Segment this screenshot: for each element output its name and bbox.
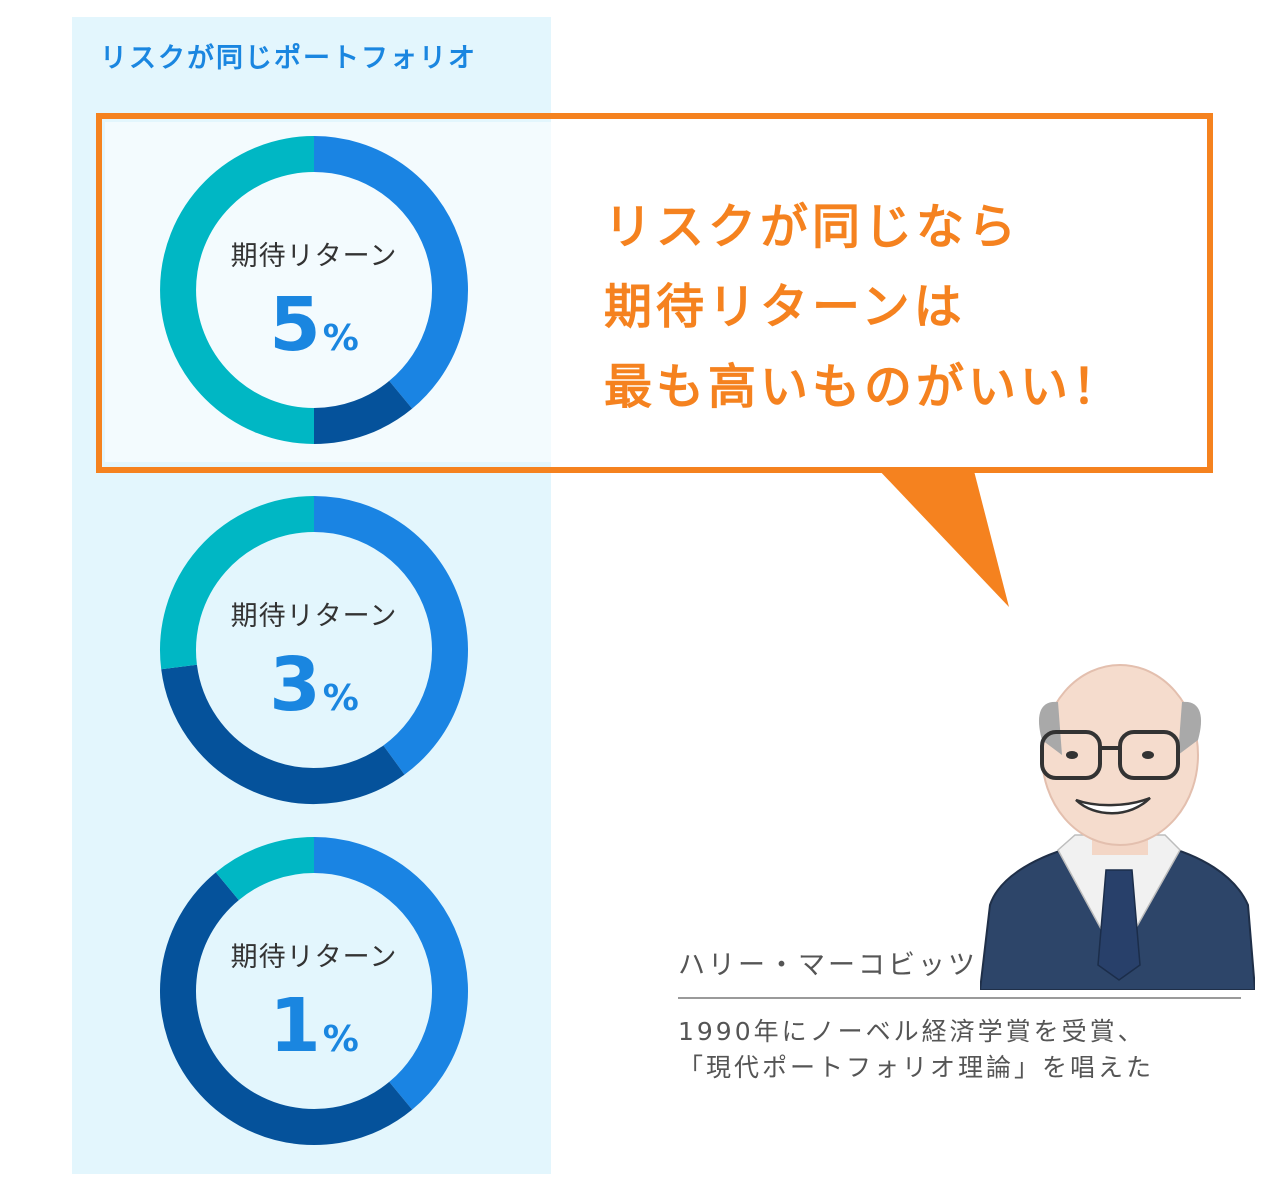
person-description: 1990年にノーベル経済学賞を受賞、 「現代ポートフォリオ理論」を唱えた: [678, 1014, 1154, 1086]
panel-title: リスクが同じポートフォリオ: [100, 43, 477, 74]
donut-label: 期待リターン: [230, 601, 398, 632]
hair-right: [1178, 701, 1202, 755]
person-name: ハリー・マーコビッツ: [678, 950, 978, 981]
donut-value-number: 1: [269, 983, 321, 1069]
donut-value-unit: %: [322, 1019, 359, 1060]
callout-line-2: 期待リターンは: [604, 279, 966, 335]
smile: [1075, 796, 1151, 815]
callout-line-3: 最も高いものがいい！: [604, 359, 1125, 415]
donut-value-unit: %: [322, 678, 359, 719]
markowitz-illustration: [980, 664, 1255, 990]
divider: [678, 997, 1241, 999]
description-line-2: 「現代ポートフォリオ理論」を唱えた: [678, 1053, 1155, 1082]
speech-bubble: [96, 113, 1213, 473]
teal-segment: [215, 837, 315, 901]
eye-right: [1142, 751, 1154, 759]
donut-ring: [160, 496, 468, 804]
dark-blue-segment: [160, 872, 413, 1145]
donut-ring: [160, 837, 468, 1145]
glasses-left-lens: [1040, 730, 1102, 780]
description-line-1: 1990年にノーベル経済学賞を受賞、: [678, 1017, 1146, 1046]
donut-value-unit: %: [322, 318, 359, 359]
donut-value-number: 5: [269, 282, 321, 368]
donut-value: 1%: [158, 983, 470, 1069]
donut-value: 5%: [158, 282, 470, 368]
donut-ring: [160, 136, 468, 444]
glasses-right-lens: [1118, 730, 1180, 780]
donut-value-number: 3: [269, 642, 321, 728]
donut-value: 3%: [158, 642, 470, 728]
necktie: [1097, 869, 1141, 981]
callout-text: リスクが同じなら 期待リターンは 最も高いものがいい！: [604, 187, 1124, 427]
teal-segment: [160, 496, 315, 670]
donut-chart-3: 期待リターン 3%: [158, 494, 470, 806]
donut-chart-1: 期待リターン 1%: [158, 835, 470, 1147]
dark-blue-segment: [313, 380, 413, 444]
blue-segment: [313, 837, 468, 1110]
donut-label: 期待リターン: [230, 942, 398, 973]
donut-label: 期待リターン: [230, 241, 398, 272]
teal-segment: [160, 136, 315, 444]
blue-segment: [313, 136, 468, 409]
blue-segment: [313, 496, 468, 775]
callout-line-1: リスクが同じなら: [604, 199, 1021, 255]
eye-left: [1066, 751, 1078, 759]
dark-blue-segment: [161, 664, 405, 804]
donut-chart-5: 期待リターン 5%: [158, 134, 470, 446]
